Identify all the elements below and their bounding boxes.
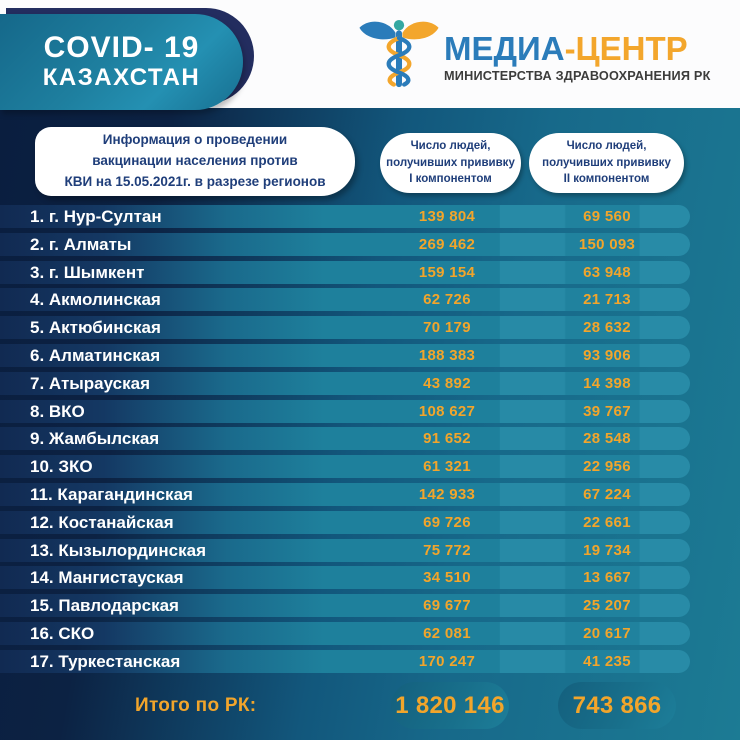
table-row: 1. г. Нур-Султан 139 804 69 560 xyxy=(0,205,690,228)
table-row: 4. Акмолинская 62 726 21 713 xyxy=(0,288,690,312)
covid-badge-title: COVID- 19 xyxy=(43,31,200,65)
comp1-value: 75 772 xyxy=(423,541,471,559)
region-name: 11. Карагандинская xyxy=(30,484,193,504)
comp2-value: 13 667 xyxy=(583,569,631,587)
table-row: 3. г. Шымкент 159 154 63 948 xyxy=(0,260,690,284)
comp2-value: 25 207 xyxy=(583,597,631,615)
logo-text: МЕДИА-ЦЕНТР МИНИСТЕРСТВА ЗДРАВООХРАНЕНИЯ… xyxy=(444,32,711,83)
content-area: Информация о проведении вакцинации насел… xyxy=(0,108,740,740)
info-line-3: КВИ на 15.05.2021г. в разрезе регионов xyxy=(64,173,326,189)
covid-badge-subtitle: КАЗАХСТАН xyxy=(42,63,201,91)
table-row: 10. ЗКО 61 321 22 956 xyxy=(0,455,690,479)
comp1-value: 62 726 xyxy=(423,291,471,309)
vaccination-table: 1. г. Нур-Султан 139 804 69 560 2. г. Ал… xyxy=(0,205,690,678)
comp1-value: 70 179 xyxy=(423,319,471,337)
table-row: 14. Мангистауская 34 510 13 667 xyxy=(0,566,690,590)
table-row: 8. ВКО 108 627 39 767 xyxy=(0,399,690,423)
column-header-comp2: Число людей, получивших прививку II комп… xyxy=(529,133,684,193)
logo-title: МЕДИА-ЦЕНТР xyxy=(444,32,711,65)
info-line-2: вакцинации населения против xyxy=(92,153,298,169)
totals-label: Итого по РК: xyxy=(135,695,257,716)
region-name: 5. Актюбинская xyxy=(30,318,161,338)
comp2-header-line1: Число людей, xyxy=(566,139,647,152)
comp1-value: 188 383 xyxy=(418,346,476,364)
table-row: 2. г. Алматы 269 462 150 093 xyxy=(0,232,690,256)
comp2-value: 63 948 xyxy=(583,263,631,281)
region-name: 14. Мангистауская xyxy=(30,568,184,588)
comp2-value: 22 956 xyxy=(583,458,631,476)
comp1-header-line3: I компонентом xyxy=(409,173,492,186)
table-row: 11. Карагандинская 142 933 67 224 xyxy=(0,482,690,506)
comp1-value: 108 627 xyxy=(418,402,476,420)
region-name: 16. СКО xyxy=(30,623,95,643)
comp1-value: 69 726 xyxy=(423,513,471,531)
comp1-value: 269 462 xyxy=(418,235,476,253)
total-comp1-pill: 1 820 146 xyxy=(391,682,509,729)
region-name: 15. Павлодарская xyxy=(30,596,179,616)
comp2-value: 28 548 xyxy=(583,430,631,448)
table-row: 9. Жамбылская 91 652 28 548 xyxy=(0,427,690,451)
total-comp2-value: 743 866 xyxy=(572,691,662,719)
comp2-value: 19 734 xyxy=(583,541,631,559)
logo-title-orange: -ЦЕНТР xyxy=(564,29,688,67)
region-name: 4. Акмолинская xyxy=(30,290,161,310)
table-row: 12. Костанайская 69 726 22 661 xyxy=(0,510,690,534)
comp2-value: 22 661 xyxy=(583,513,631,531)
media-center-logo: МЕДИА-ЦЕНТР МИНИСТЕРСТВА ЗДРАВООХРАНЕНИЯ… xyxy=(356,14,711,100)
total-comp2-pill: 743 866 xyxy=(558,682,676,729)
comp1-value: 91 652 xyxy=(423,430,471,448)
comp2-value: 20 617 xyxy=(583,624,631,642)
comp1-value: 69 677 xyxy=(423,597,471,615)
table-row: 7. Атырауская 43 892 14 398 xyxy=(0,371,690,395)
region-name: 8. ВКО xyxy=(30,401,85,421)
comp1-value: 34 510 xyxy=(423,569,471,587)
region-name: 1. г. Нур-Султан xyxy=(30,207,162,226)
comp1-value: 61 321 xyxy=(423,458,471,476)
comp2-header-line3: II компонентом xyxy=(563,173,650,186)
total-comp1-value: 1 820 146 xyxy=(395,691,505,719)
comp2-value: 14 398 xyxy=(583,374,631,392)
covid-badge: COVID- 19 КАЗАХСТАН xyxy=(0,14,243,110)
comp1-value: 159 154 xyxy=(418,263,476,281)
region-name: 12. Костанайская xyxy=(30,512,174,532)
region-name: 2. г. Алматы xyxy=(30,234,132,254)
region-name: 10. ЗКО xyxy=(30,457,93,477)
comp1-value: 139 804 xyxy=(418,208,476,225)
region-name: 17. Туркестанская xyxy=(30,651,181,671)
comp2-value: 93 906 xyxy=(583,346,631,364)
comp2-value: 67 224 xyxy=(583,485,631,503)
comp2-value: 150 093 xyxy=(578,235,636,253)
comp1-header-line2: получивших прививку xyxy=(386,156,515,169)
comp2-value: 39 767 xyxy=(583,402,631,420)
table-row: 6. Алматинская 188 383 93 906 xyxy=(0,343,690,367)
table-row: 15. Павлодарская 69 677 25 207 xyxy=(0,594,690,618)
comp2-value: 28 632 xyxy=(583,319,631,337)
comp2-value: 21 713 xyxy=(583,291,631,309)
region-name: 13. Кызылординская xyxy=(30,540,206,560)
region-name: 3. г. Шымкент xyxy=(30,262,145,282)
region-name: 6. Алматинская xyxy=(30,345,161,365)
table-row: 16. СКО 62 081 20 617 xyxy=(0,621,690,645)
table-row: 5. Актюбинская 70 179 28 632 xyxy=(0,316,690,340)
comp1-header-line1: Число людей, xyxy=(410,139,491,152)
comp2-value: 69 560 xyxy=(583,208,631,225)
logo-title-blue: МЕДИА xyxy=(444,29,565,67)
comp2-header-line2: получивших прививку xyxy=(542,156,671,169)
caduceus-icon xyxy=(359,20,439,88)
table-row: 17. Туркестанская 170 247 41 235 xyxy=(0,649,690,673)
info-line-1: Информация о проведении xyxy=(102,132,288,148)
table-row: 13. Кызылординская 75 772 19 734 xyxy=(0,538,690,562)
comp1-value: 142 933 xyxy=(418,485,476,503)
info-box: Информация о проведении вакцинации насел… xyxy=(35,127,355,196)
comp1-value: 62 081 xyxy=(423,624,471,642)
region-name: 7. Атырауская xyxy=(30,373,151,393)
logo-subtitle: МИНИСТЕРСТВА ЗДРАВООХРАНЕНИЯ РК xyxy=(444,68,711,83)
region-name: 9. Жамбылская xyxy=(30,429,160,449)
comp1-value: 43 892 xyxy=(423,374,471,392)
comp1-value: 170 247 xyxy=(418,652,476,670)
column-header-comp1: Число людей, получивших прививку I компо… xyxy=(380,133,521,193)
comp2-value: 41 235 xyxy=(583,652,631,670)
